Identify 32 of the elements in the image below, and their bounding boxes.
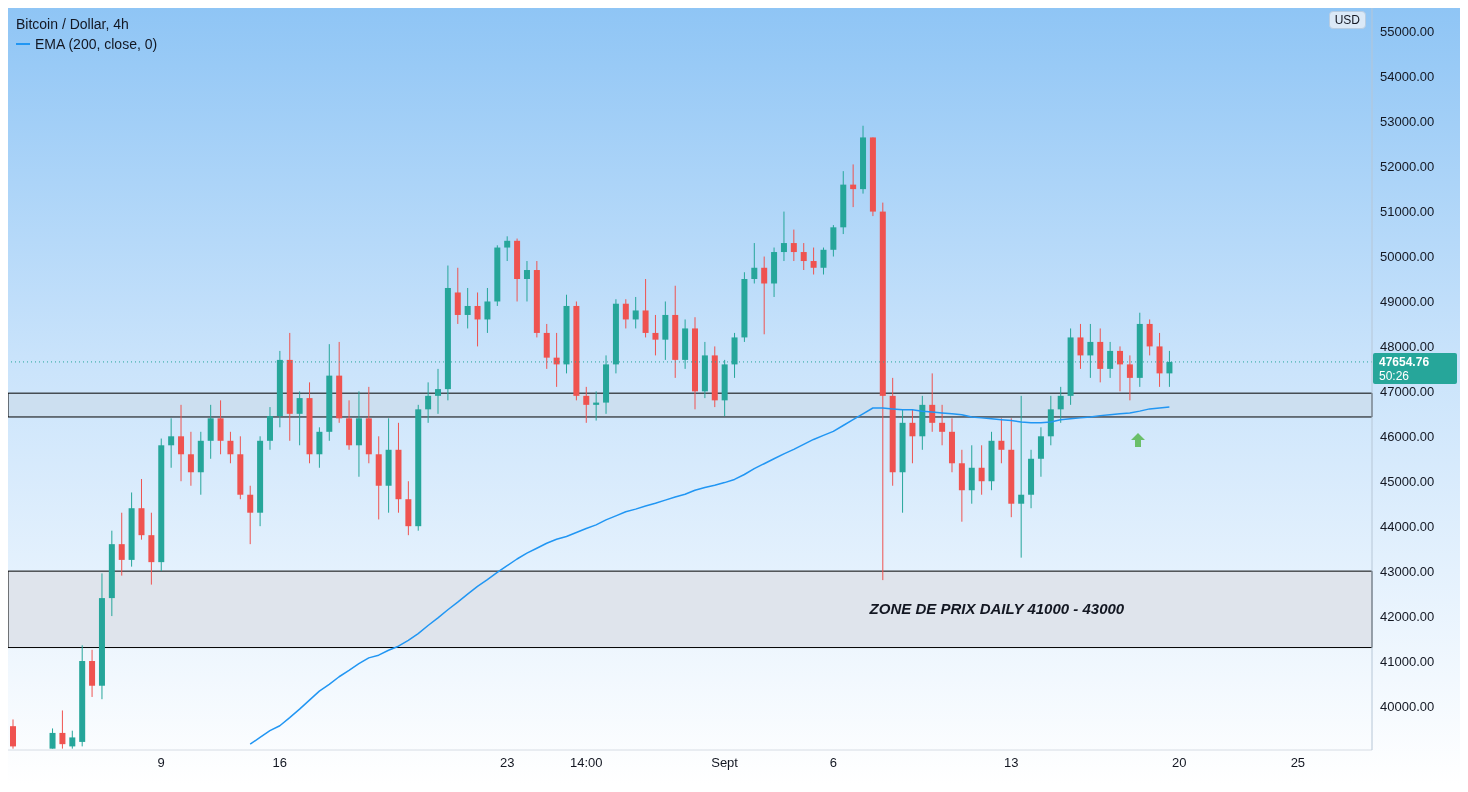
y-tick-label: 50000.00 (1380, 249, 1435, 265)
y-tick-label: 42000.00 (1380, 608, 1435, 624)
y-tick-label: 43000.00 (1380, 563, 1435, 579)
y-tick-label: 51000.00 (1380, 204, 1435, 220)
y-tick-label: 48000.00 (1380, 339, 1435, 355)
x-tick-label: Sept (711, 755, 739, 771)
y-tick-label: 49000.00 (1380, 294, 1435, 310)
text: Bitcoin / Dollar, 4h (16, 15, 130, 34)
x-tick-label: 13 (1004, 755, 1019, 771)
y-tick-label: 44000.00 (1380, 518, 1435, 534)
x-tick-label: 16 (272, 755, 288, 771)
y-axis-title: USD (1328, 11, 1366, 29)
line-series (249, 406, 1171, 745)
y-tick-label: 46000.00 (1380, 428, 1435, 444)
y-tick-label: 47000.00 (1380, 383, 1435, 399)
x-tick-label: 14:00 (569, 755, 603, 771)
ref-line-label: 47654.76 (1379, 354, 1430, 369)
y-tick-label: 52000.00 (1380, 159, 1435, 175)
text: 50:26 (1379, 368, 1410, 383)
y-tick-label: 53000.00 (1380, 114, 1435, 130)
x-tick-label: 6 (829, 755, 837, 771)
legend-label: EMA (200, close, 0) (35, 35, 158, 54)
x-tick-label: 20 (1172, 755, 1187, 771)
y-tick-label: 40000.00 (1380, 698, 1435, 714)
band-label: ZONE DE PRIX DAILY 41000 - 43000 (868, 600, 1125, 618)
y-tick-label: 54000.00 (1380, 69, 1435, 85)
x-tick-label: 25 (1290, 755, 1306, 771)
x-tick-label: 9 (157, 755, 165, 771)
y-tick-label: 41000.00 (1380, 653, 1435, 669)
x-tick-label: 23 (499, 755, 515, 771)
y-tick-label: 45000.00 (1380, 473, 1435, 489)
y-tick-label: 55000.00 (1380, 24, 1435, 40)
